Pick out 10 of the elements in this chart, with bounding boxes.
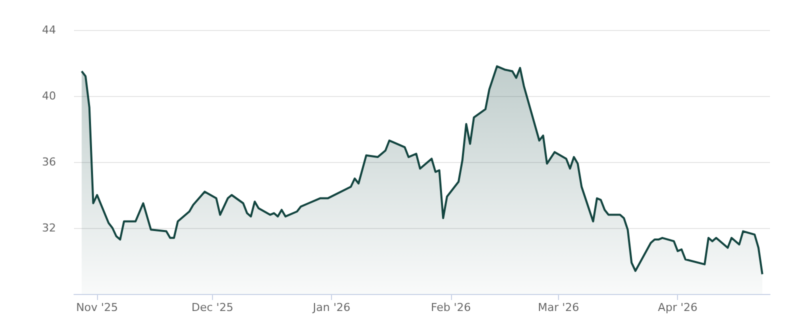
x-tick-label: Mar '26 bbox=[538, 301, 580, 314]
x-tick-label: Jan '26 bbox=[312, 301, 350, 314]
y-tick-label: 36 bbox=[42, 156, 56, 168]
x-tick-label: Dec '25 bbox=[192, 301, 234, 314]
x-tick-label: Nov '25 bbox=[76, 301, 118, 314]
x-tick-label: Apr '26 bbox=[658, 301, 698, 314]
y-tick-label: 32 bbox=[42, 222, 56, 234]
y-tick-label: 44 bbox=[42, 24, 56, 36]
y-tick-label: 40 bbox=[42, 90, 56, 102]
x-tick-label: Feb '26 bbox=[430, 301, 471, 314]
